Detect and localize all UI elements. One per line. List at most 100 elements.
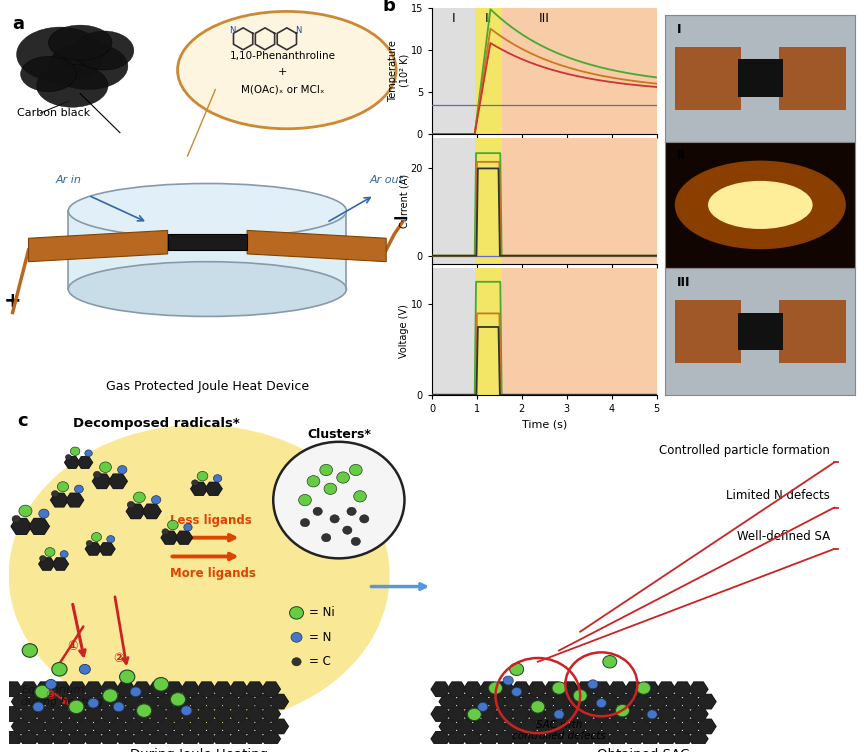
Ellipse shape	[22, 644, 37, 657]
Ellipse shape	[292, 657, 302, 666]
Polygon shape	[149, 682, 168, 696]
Polygon shape	[238, 694, 256, 709]
Ellipse shape	[151, 496, 161, 504]
Polygon shape	[600, 694, 619, 709]
Polygon shape	[68, 732, 86, 746]
Polygon shape	[487, 719, 506, 734]
Polygon shape	[632, 694, 651, 709]
Text: = N: = N	[309, 631, 332, 644]
Polygon shape	[528, 707, 547, 721]
Polygon shape	[593, 682, 611, 696]
Polygon shape	[132, 707, 151, 721]
Polygon shape	[536, 719, 555, 734]
Bar	[432, 8, 474, 134]
Polygon shape	[68, 211, 346, 289]
Polygon shape	[600, 719, 619, 734]
Polygon shape	[149, 732, 168, 746]
Polygon shape	[576, 732, 595, 746]
Ellipse shape	[192, 480, 199, 486]
Ellipse shape	[154, 678, 168, 691]
Ellipse shape	[93, 472, 101, 478]
Ellipse shape	[99, 462, 111, 472]
Polygon shape	[245, 732, 264, 746]
Bar	[779, 47, 846, 110]
Polygon shape	[221, 719, 240, 734]
Polygon shape	[100, 707, 119, 721]
Ellipse shape	[615, 705, 630, 717]
Polygon shape	[480, 732, 499, 746]
Polygon shape	[84, 707, 103, 721]
Polygon shape	[141, 694, 159, 709]
Polygon shape	[625, 707, 644, 721]
Polygon shape	[431, 682, 450, 696]
Ellipse shape	[68, 183, 346, 238]
Polygon shape	[197, 682, 216, 696]
Text: Ar in: Ar in	[55, 175, 81, 186]
Polygon shape	[689, 707, 708, 721]
Polygon shape	[536, 694, 555, 709]
Ellipse shape	[467, 708, 481, 720]
Text: N: N	[295, 26, 302, 35]
Bar	[738, 313, 783, 350]
Bar	[502, 268, 657, 395]
Ellipse shape	[708, 181, 812, 229]
Polygon shape	[76, 694, 95, 709]
Polygon shape	[448, 732, 466, 746]
Polygon shape	[66, 493, 84, 507]
Polygon shape	[189, 719, 207, 734]
Polygon shape	[35, 682, 54, 696]
Polygon shape	[44, 719, 62, 734]
Ellipse shape	[503, 676, 513, 685]
Polygon shape	[689, 682, 708, 696]
Text: II: II	[677, 149, 686, 162]
Text: Gas Protected Joule Heat Device: Gas Protected Joule Heat Device	[105, 381, 309, 393]
Polygon shape	[132, 732, 151, 746]
Polygon shape	[681, 719, 700, 734]
Polygon shape	[472, 719, 490, 734]
Polygon shape	[181, 682, 200, 696]
Polygon shape	[544, 682, 562, 696]
Y-axis label: Voltage (V): Voltage (V)	[399, 305, 410, 359]
Polygon shape	[165, 682, 183, 696]
Ellipse shape	[349, 465, 362, 476]
Polygon shape	[463, 732, 482, 746]
Ellipse shape	[21, 56, 76, 92]
Polygon shape	[3, 682, 22, 696]
Polygon shape	[584, 694, 603, 709]
Polygon shape	[3, 707, 22, 721]
Polygon shape	[552, 719, 571, 734]
Polygon shape	[92, 719, 111, 734]
Ellipse shape	[48, 43, 128, 89]
Ellipse shape	[70, 447, 79, 456]
Ellipse shape	[79, 665, 91, 674]
Polygon shape	[11, 719, 30, 734]
Polygon shape	[632, 719, 651, 734]
Polygon shape	[520, 719, 538, 734]
Ellipse shape	[45, 547, 55, 556]
Ellipse shape	[351, 537, 360, 546]
Polygon shape	[100, 682, 119, 696]
Ellipse shape	[554, 710, 564, 719]
Polygon shape	[206, 719, 224, 734]
Text: Decomposed radicals*: Decomposed radicals*	[73, 417, 240, 430]
Polygon shape	[60, 694, 79, 709]
Ellipse shape	[184, 523, 192, 531]
Ellipse shape	[127, 502, 135, 508]
Polygon shape	[84, 682, 103, 696]
Text: SAC with
controlled defects: SAC with controlled defects	[512, 720, 606, 741]
Text: = Ni: = Ni	[309, 606, 335, 620]
Ellipse shape	[552, 682, 566, 694]
Ellipse shape	[299, 495, 311, 506]
Ellipse shape	[46, 680, 56, 689]
Ellipse shape	[36, 64, 108, 108]
Polygon shape	[124, 694, 143, 709]
Text: Carbon black: Carbon black	[16, 108, 90, 118]
Ellipse shape	[178, 11, 396, 129]
Polygon shape	[496, 732, 514, 746]
Polygon shape	[117, 682, 135, 696]
Ellipse shape	[675, 161, 846, 249]
Polygon shape	[455, 719, 474, 734]
Polygon shape	[641, 707, 659, 721]
Ellipse shape	[213, 475, 222, 482]
Polygon shape	[230, 732, 248, 746]
